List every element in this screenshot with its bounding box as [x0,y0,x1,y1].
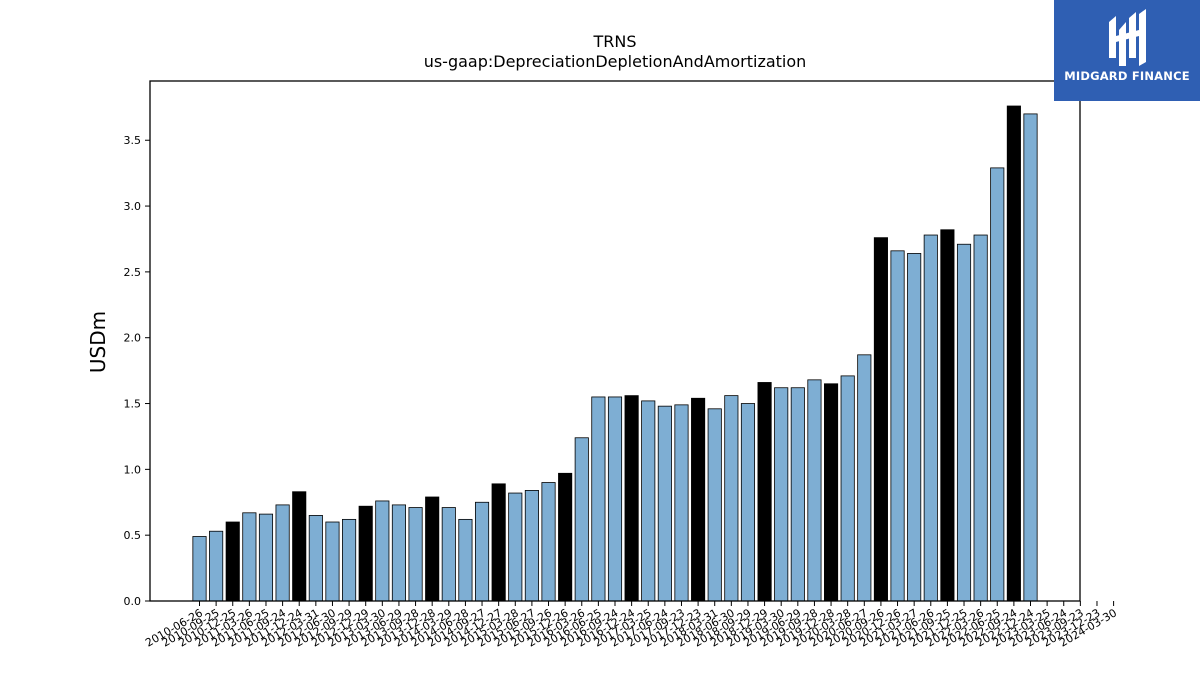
bar [209,530,224,602]
y-axis-label: USDm [86,310,110,374]
bar [474,501,490,602]
bar [857,354,872,602]
bar [757,382,772,602]
bar [491,483,506,602]
bar [824,383,839,602]
y-tick-label: 3.5 [124,134,142,147]
bar [807,379,822,602]
bar [574,437,589,602]
bar [275,504,290,602]
y-tick-label: 1.5 [124,398,142,411]
bar [425,496,440,602]
bar [292,491,307,602]
bar [441,507,456,602]
chart-subtitle: us-gaap:DepreciationDepletionAndAmortiza… [423,52,807,71]
y-tick-label: 2.0 [124,332,142,345]
bar [624,395,639,602]
bar [657,405,672,602]
bar [674,404,689,602]
y-tick-label: 0.0 [124,595,142,608]
bar [973,234,988,602]
bar [691,397,706,602]
bar [790,387,805,602]
bar [724,395,739,602]
bar [774,387,789,602]
y-tick-label: 0.5 [124,529,142,542]
bar [192,536,207,602]
bars-group [192,105,1038,602]
bar [508,492,523,602]
x-axis: 2010-06-262010-09-252010-12-252011-03-26… [143,601,1119,650]
bar [840,375,855,602]
bar [358,505,373,602]
midgard-finance-logo: MIDGARD FINANCE [1054,0,1200,101]
midgard-logo-icon [1109,9,1146,66]
bar [591,396,606,602]
bar [641,400,656,602]
bar [375,500,390,602]
bar [225,521,240,602]
bar [308,515,323,602]
bar [907,253,922,602]
bar [242,512,257,602]
bar [258,513,274,602]
bar [990,167,1005,602]
bar [458,518,473,602]
bar [707,408,722,602]
logo-text: MIDGARD FINANCE [1064,69,1190,83]
bar [1006,105,1021,602]
y-tick-label: 1.0 [124,463,142,476]
bar [940,229,955,602]
bar [558,472,573,602]
y-axis: 0.0 0.5 1.0 1.5 2.0 2.5 3.0 3.5 [124,134,150,608]
bar [391,504,406,602]
bar [740,403,756,602]
bar [607,396,623,602]
bar [541,482,556,602]
y-tick-label: 2.5 [124,266,142,279]
bar [325,521,340,602]
bar [408,507,423,602]
bar [524,490,539,602]
bar [890,250,905,602]
bar [873,237,888,602]
bar [342,518,357,602]
chart-title: TRNS [593,32,637,51]
bar [923,234,938,602]
bar [1023,113,1038,602]
y-tick-label: 3.0 [124,200,142,213]
bar [956,243,972,602]
